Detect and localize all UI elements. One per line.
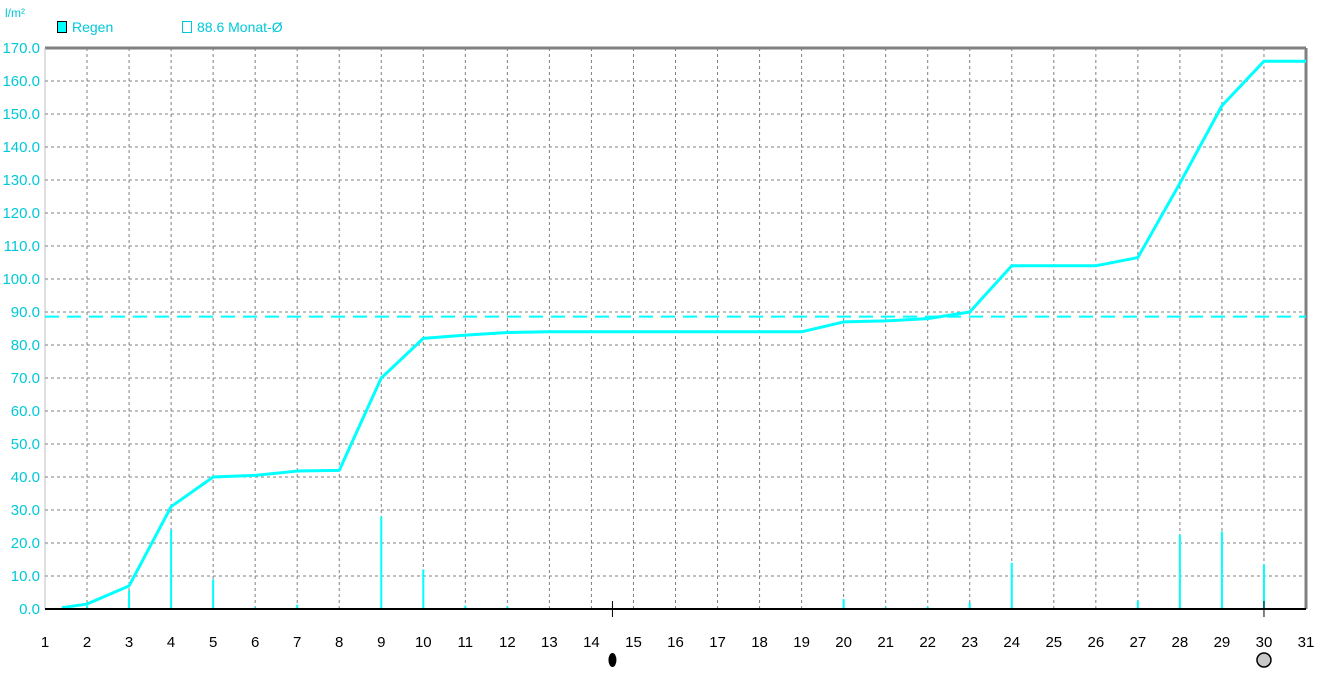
y-tick-label: 170.0	[2, 40, 40, 57]
y-tick-label: 120.0	[2, 205, 40, 222]
legend-item-regen: Regen	[57, 19, 113, 35]
cumulative-rain-line	[61, 59, 1306, 610]
x-tick-label: 26	[1087, 634, 1104, 651]
x-tick-label: 29	[1214, 634, 1231, 651]
x-tick-label: 8	[335, 634, 343, 651]
y-tick-label: 0.0	[19, 601, 40, 618]
x-tick-label: 19	[793, 634, 810, 651]
x-tick-label: 12	[499, 634, 516, 651]
x-tick-label: 11	[458, 634, 474, 651]
x-tick-label: 9	[377, 634, 385, 651]
y-tick-label: 110.0	[4, 238, 40, 255]
legend-swatch-filled-icon	[57, 21, 67, 33]
x-tick-label: 24	[1003, 634, 1020, 651]
y-tick-label: 130.0	[2, 172, 40, 189]
x-tick-label: 20	[835, 634, 852, 651]
y-tick-label: 80.0	[11, 337, 40, 354]
legend-label-regen: Regen	[72, 19, 114, 35]
x-tick-label: 17	[709, 634, 726, 651]
x-tick-label: 21	[877, 634, 894, 651]
y-tick-label: 100.0	[2, 271, 40, 288]
y-tick-label: 70.0	[11, 370, 40, 387]
y-tick-label: 20.0	[11, 535, 40, 552]
month-end-marker	[1256, 652, 1272, 668]
x-tick-label: 15	[625, 634, 642, 651]
x-tick-label: 22	[919, 634, 936, 651]
x-tick-label: 31	[1298, 634, 1315, 651]
x-tick-label: 16	[667, 634, 684, 651]
x-tick-label: 1	[41, 634, 49, 651]
x-tick-label: 30	[1256, 634, 1273, 651]
legend-swatch-outline-icon	[182, 21, 192, 33]
x-tick-label: 27	[1130, 634, 1147, 651]
x-tick-label: 10	[415, 634, 432, 651]
y-tick-label: 90.0	[11, 304, 40, 321]
y-tick-label: 140.0	[2, 139, 40, 156]
y-axis-unit-label: l/m²	[5, 6, 25, 20]
y-tick-label: 10.0	[11, 568, 40, 585]
x-tick-label: 18	[751, 634, 768, 651]
x-tick-label: 7	[293, 634, 301, 651]
x-tick-label: 2	[83, 634, 91, 651]
x-tick-label: 13	[541, 634, 558, 651]
x-tick-label: 14	[583, 634, 600, 651]
y-tick-label: 60.0	[11, 403, 40, 420]
y-tick-label: 160.0	[2, 73, 40, 90]
x-tick-label: 25	[1045, 634, 1062, 651]
current-day-marker	[608, 653, 617, 667]
legend-item-average: 88.6 Monat-Ø	[182, 19, 283, 35]
x-tick-label: 23	[961, 634, 978, 651]
x-tick-label: 28	[1172, 634, 1189, 651]
y-tick-label: 50.0	[11, 436, 40, 453]
x-tick-label: 4	[167, 634, 175, 651]
y-tick-label: 150.0	[2, 106, 40, 123]
y-tick-label: 30.0	[11, 502, 40, 519]
legend-label-average: 88.6 Monat-Ø	[197, 19, 283, 35]
x-tick-label: 6	[251, 634, 259, 651]
x-tick-label: 3	[125, 634, 133, 651]
x-tick-label: 5	[209, 634, 217, 651]
y-tick-label: 40.0	[11, 469, 40, 486]
